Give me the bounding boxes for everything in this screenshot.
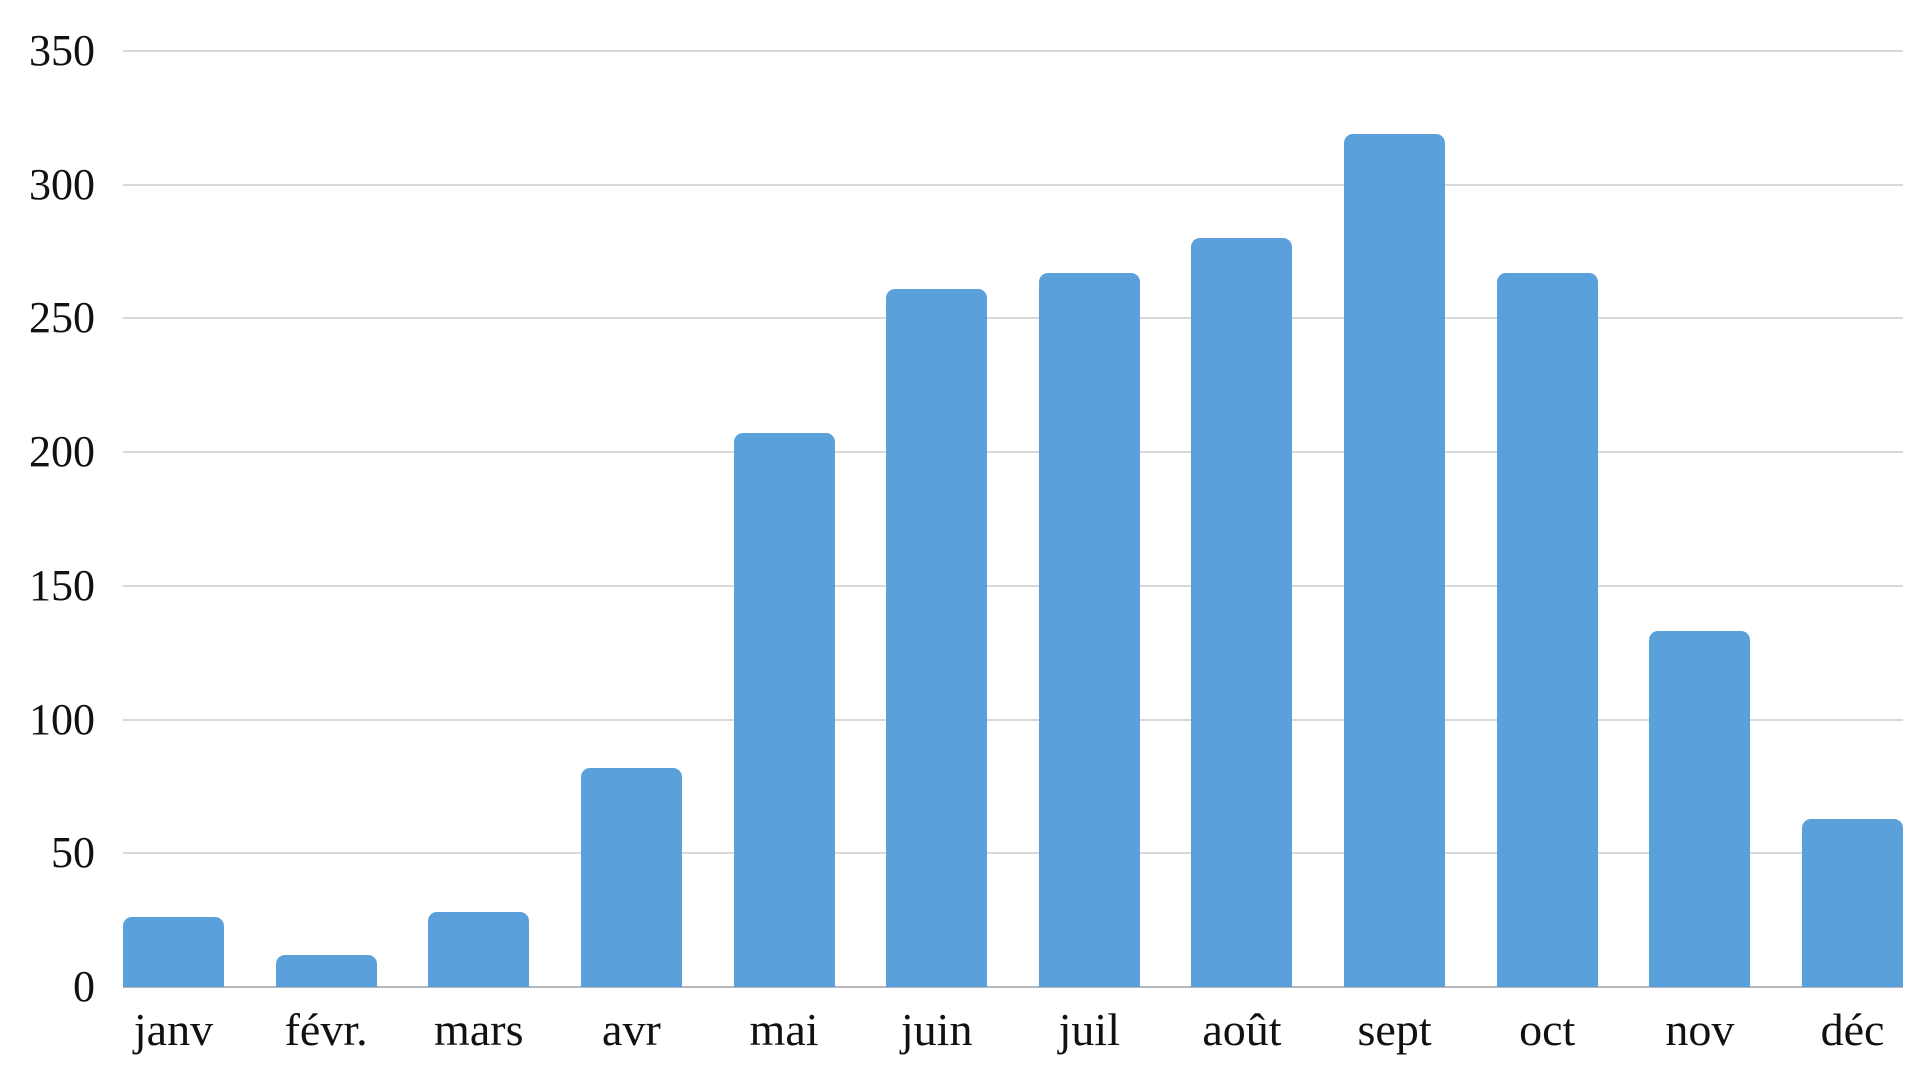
- bar-fvr: [275, 954, 377, 987]
- y-tick-label-150: 150: [29, 560, 95, 610]
- gridline-50: [123, 852, 1903, 855]
- x-axis-label-juil: juil: [1058, 1004, 1120, 1055]
- x-axis-label-mai: mai: [749, 1004, 819, 1055]
- bar-avr: [580, 767, 682, 987]
- bar-janv: [123, 917, 224, 987]
- bar-nov: [1649, 631, 1751, 987]
- y-tick-label-200: 200: [29, 427, 95, 477]
- bar-aot: [1191, 238, 1293, 987]
- gridline-350: [123, 50, 1903, 52]
- x-axis-label-avr: avr: [602, 1004, 661, 1055]
- y-tick-label-350: 350: [29, 26, 95, 75]
- x-axis-label-janv: janv: [133, 1004, 214, 1055]
- x-axis-baseline: [123, 986, 1903, 988]
- x-axis-label-sept: sept: [1357, 1004, 1432, 1055]
- bar-dc: [1802, 818, 1903, 987]
- x-axis-label-nov: nov: [1665, 1004, 1735, 1055]
- y-tick-label-100: 100: [29, 694, 95, 744]
- bar-mai: [733, 433, 835, 987]
- bar-oct: [1496, 272, 1598, 987]
- x-axis-label-mars: mars: [434, 1004, 524, 1055]
- x-axis-label-dc: déc: [1820, 1004, 1885, 1055]
- bar-juil: [1038, 272, 1140, 987]
- bar-juin: [886, 289, 988, 987]
- x-axis-label-oct: oct: [1519, 1004, 1576, 1055]
- y-tick-label-300: 300: [29, 159, 95, 209]
- x-axis-label-juin: juin: [900, 1004, 973, 1055]
- y-tick-label-0: 0: [73, 962, 95, 1011]
- gridline-150: [123, 584, 1903, 587]
- gridline-200: [123, 451, 1903, 454]
- x-axis-label-aot: août: [1202, 1004, 1282, 1055]
- bar-sept: [1344, 133, 1446, 987]
- gridline-100: [123, 718, 1903, 721]
- bar-mars: [428, 912, 530, 987]
- y-tick-label-50: 50: [51, 828, 95, 878]
- gridline-300: [123, 183, 1903, 186]
- y-tick-label-250: 250: [29, 293, 95, 343]
- plot-area: [123, 50, 1903, 988]
- x-axis-label-fvr: févr.: [284, 1004, 368, 1055]
- gridline-250: [123, 317, 1903, 320]
